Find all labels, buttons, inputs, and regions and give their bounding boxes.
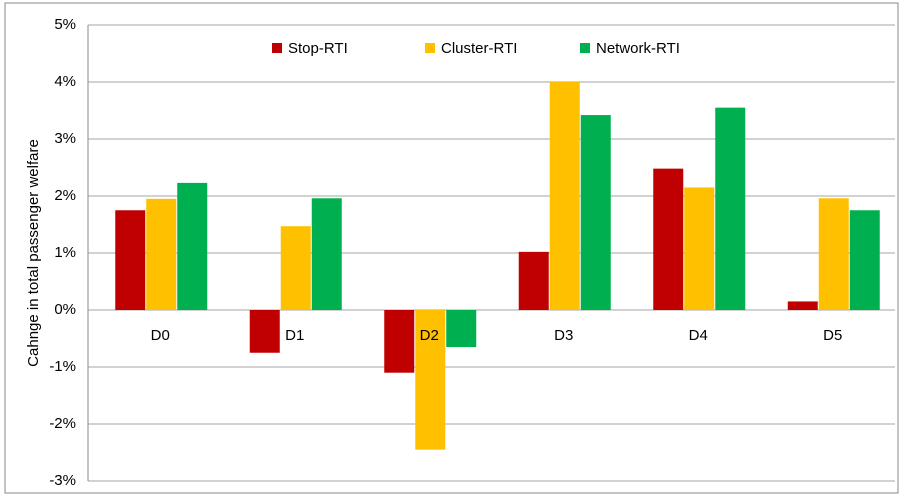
x-tick-label: D5: [823, 327, 842, 344]
bar: [415, 310, 446, 450]
y-tick-label: 2%: [54, 187, 76, 204]
bar: [684, 187, 715, 310]
y-tick-label: 3%: [54, 130, 76, 147]
y-tick-label: 4%: [54, 73, 76, 90]
y-tick-label: 0%: [54, 301, 76, 318]
legend-label: Cluster-RTI: [441, 40, 517, 57]
y-axis-label: Cahnge in total passenger welfare: [25, 139, 42, 367]
bar: [787, 301, 818, 310]
y-tick-label: -2%: [49, 415, 76, 432]
bar: [818, 198, 849, 310]
bar: [146, 198, 177, 310]
legend-swatch: [580, 43, 590, 53]
bar: [580, 115, 611, 310]
x-tick-label: D1: [285, 327, 304, 344]
x-tick-label: D3: [554, 327, 573, 344]
x-tick-label: D0: [151, 327, 170, 344]
bar: [384, 310, 415, 373]
bar: [715, 107, 746, 311]
x-tick-label: D2: [420, 327, 439, 344]
legend-label: Network-RTI: [596, 40, 680, 57]
y-tick-label: -3%: [49, 472, 76, 489]
bar: [280, 226, 311, 310]
bar: [653, 168, 684, 310]
x-tick-label: D4: [689, 327, 708, 344]
y-tick-label: -1%: [49, 358, 76, 375]
bar: [446, 310, 477, 348]
bar: [518, 251, 549, 310]
bar: [249, 310, 280, 353]
bar: [115, 210, 146, 310]
y-tick-label: 1%: [54, 244, 76, 261]
bar: [549, 82, 580, 310]
legend-swatch: [272, 43, 282, 53]
legend-label: Stop-RTI: [288, 40, 348, 57]
bar: [311, 198, 342, 310]
bar: [177, 182, 208, 310]
y-tick-label: 5%: [54, 16, 76, 33]
legend-swatch: [425, 43, 435, 53]
bar: [849, 210, 880, 310]
